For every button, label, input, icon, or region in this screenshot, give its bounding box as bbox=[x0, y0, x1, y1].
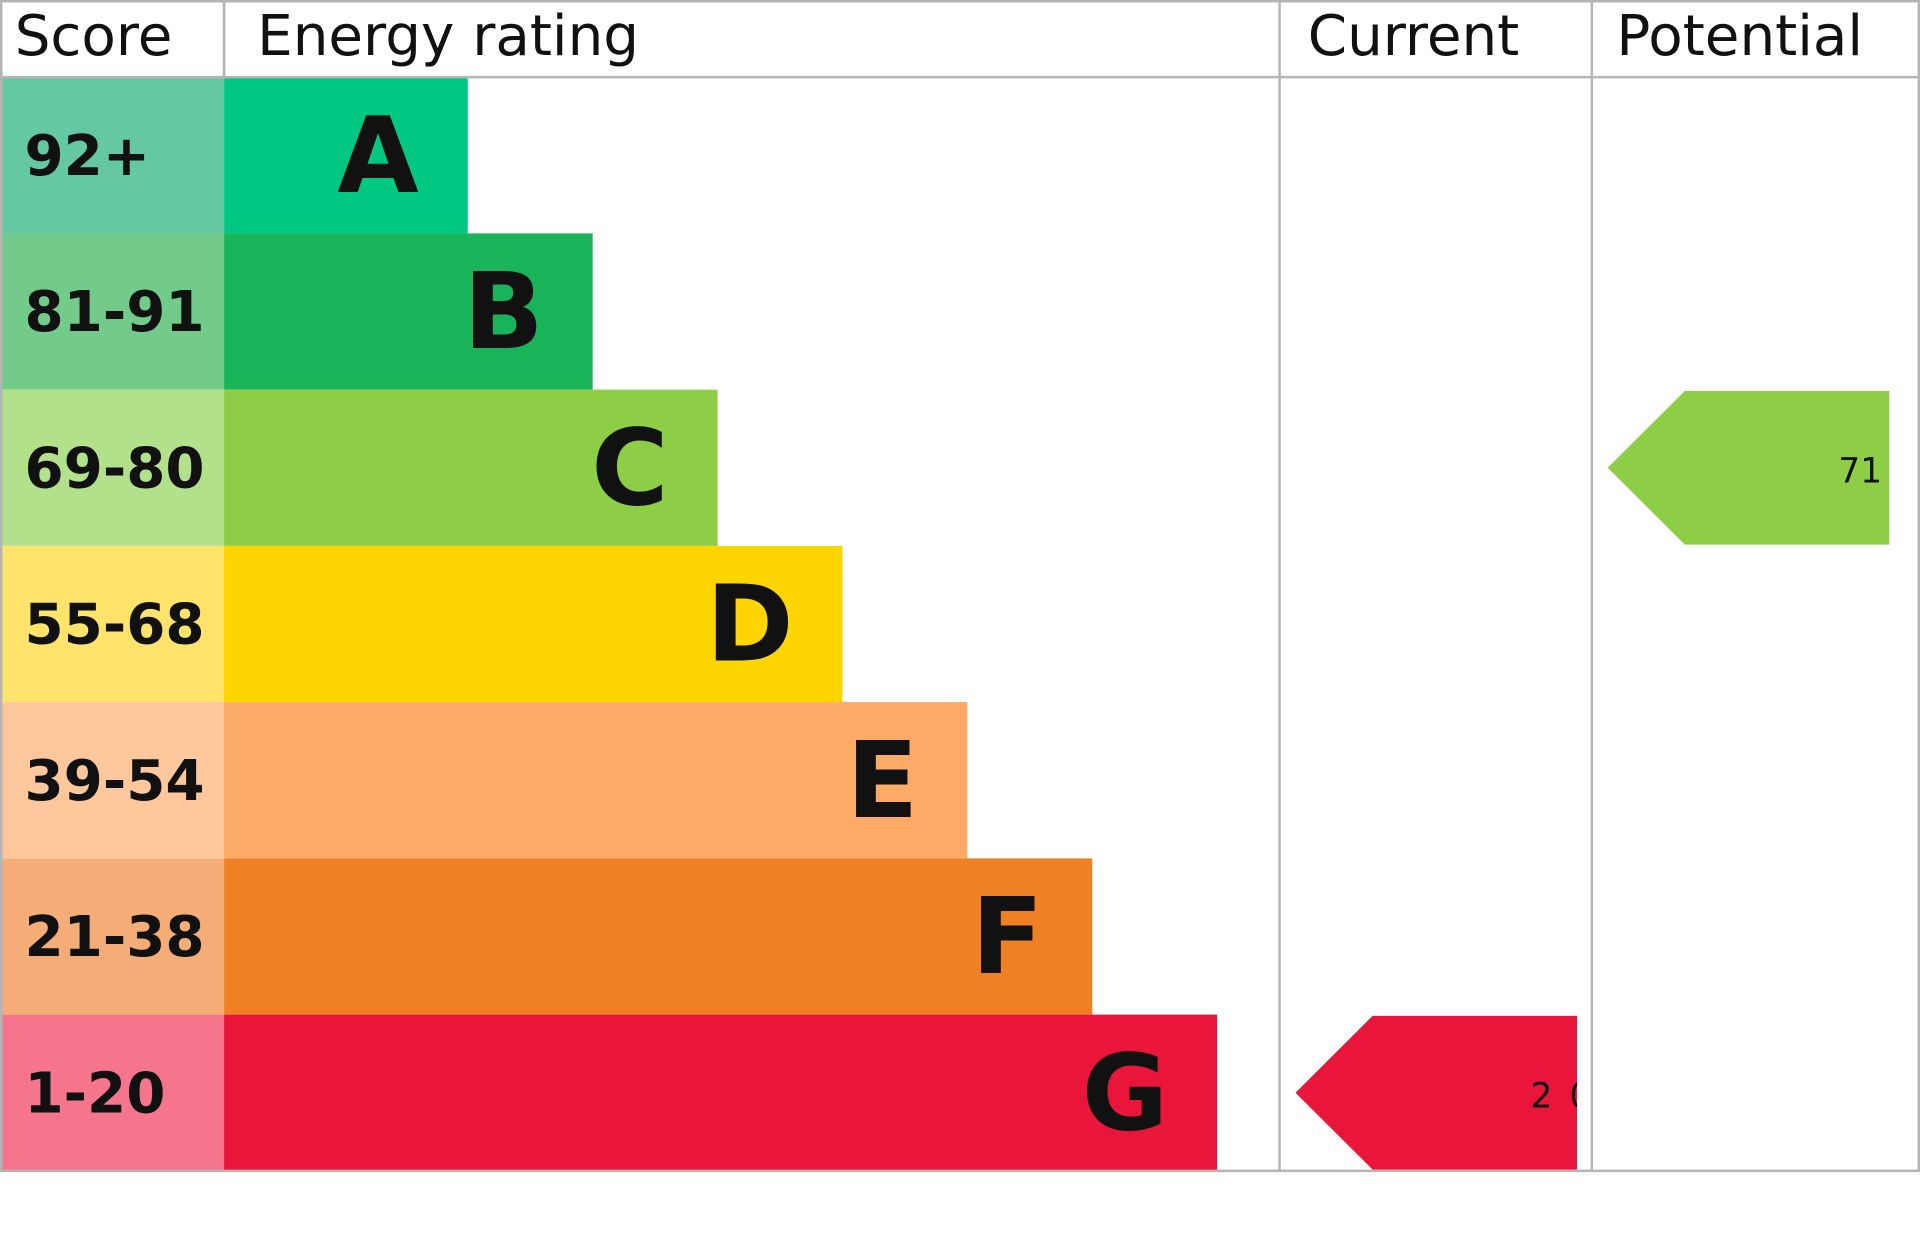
current-indicator: 20 bbox=[1295, 1015, 1609, 1170]
score-cell bbox=[0, 77, 225, 234]
rating-letter: A bbox=[337, 94, 419, 217]
column-header: Energy rating bbox=[257, 4, 639, 69]
rating-bar bbox=[224, 545, 843, 703]
score-cell bbox=[0, 858, 225, 1015]
potential-value: 71 bbox=[1838, 451, 1882, 491]
score-cell bbox=[0, 233, 225, 390]
rating-bar bbox=[224, 1014, 1218, 1171]
column-header: Potential bbox=[1616, 4, 1863, 69]
score-label: 81-91 bbox=[24, 280, 204, 345]
score-label: 69-80 bbox=[24, 436, 204, 501]
score-label: 1-20 bbox=[24, 1061, 165, 1126]
potential-arrow bbox=[1607, 390, 1890, 545]
rating-letter: F bbox=[971, 875, 1043, 998]
score-cell bbox=[0, 545, 225, 703]
rating-bar bbox=[224, 77, 468, 234]
rating-letter: B bbox=[463, 250, 543, 373]
score-label: 39-54 bbox=[24, 749, 204, 814]
score-cell bbox=[0, 702, 225, 859]
current-arrow bbox=[1295, 1015, 1578, 1170]
rating-bar bbox=[224, 702, 968, 859]
current-value: 20 bbox=[1531, 1076, 1609, 1116]
score-cell bbox=[0, 1014, 225, 1171]
rating-letter: G bbox=[1082, 1031, 1168, 1154]
column-header: Score bbox=[15, 4, 173, 69]
rating-bar bbox=[224, 858, 1093, 1015]
rating-letter: C bbox=[591, 407, 668, 530]
rating-bar bbox=[224, 233, 593, 390]
column-header: Current bbox=[1308, 4, 1520, 69]
score-label: 55-68 bbox=[24, 593, 204, 658]
score-cell bbox=[0, 389, 225, 546]
rating-letter: D bbox=[706, 563, 793, 686]
score-label: 92+ bbox=[24, 124, 150, 189]
rating-bar bbox=[224, 389, 718, 546]
rating-letter: E bbox=[846, 719, 918, 842]
potential-indicator: 71 bbox=[1607, 390, 1890, 545]
score-label: 21-38 bbox=[24, 905, 204, 970]
